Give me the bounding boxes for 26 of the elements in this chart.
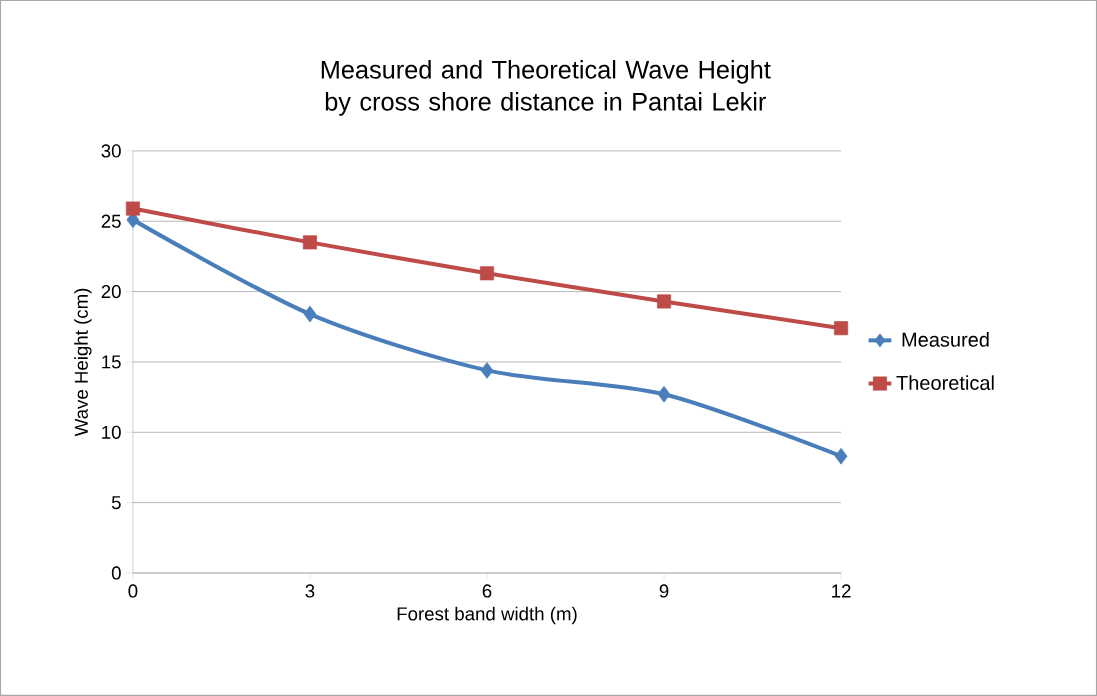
y-tick-label: 0 — [111, 566, 121, 580]
x-axis-title: Forest band width (m) — [397, 606, 577, 625]
y-tick-label: 30 — [101, 144, 121, 158]
legend-label: Measured — [902, 332, 989, 347]
point — [834, 321, 849, 336]
y-axis-title: Wave Height (cm) — [74, 288, 92, 437]
x-tick-label: 0 — [128, 584, 138, 598]
point — [302, 235, 317, 250]
legend-label: Theoretical — [896, 375, 994, 391]
chart-title: Measured and Theoretical Wave Height by cross shore distance in Pantai Lekir — [321, 60, 771, 116]
point — [479, 266, 494, 281]
y-tick-label: 15 — [102, 355, 121, 369]
point — [657, 294, 672, 309]
x-tick-label: 12 — [832, 584, 851, 598]
y-tick-label: 20 — [101, 285, 121, 299]
y-tick-label: 10 — [102, 425, 121, 439]
point — [657, 386, 671, 403]
y-tick-label: 5 — [111, 496, 121, 510]
point — [480, 362, 494, 379]
x-tick-label: 3 — [305, 584, 315, 598]
point — [834, 447, 848, 465]
x-tick-label: 9 — [659, 584, 669, 598]
point — [303, 305, 317, 323]
x-tick-label: 6 — [482, 584, 492, 598]
point — [125, 201, 140, 216]
y-tick-label: 25 — [101, 214, 121, 228]
